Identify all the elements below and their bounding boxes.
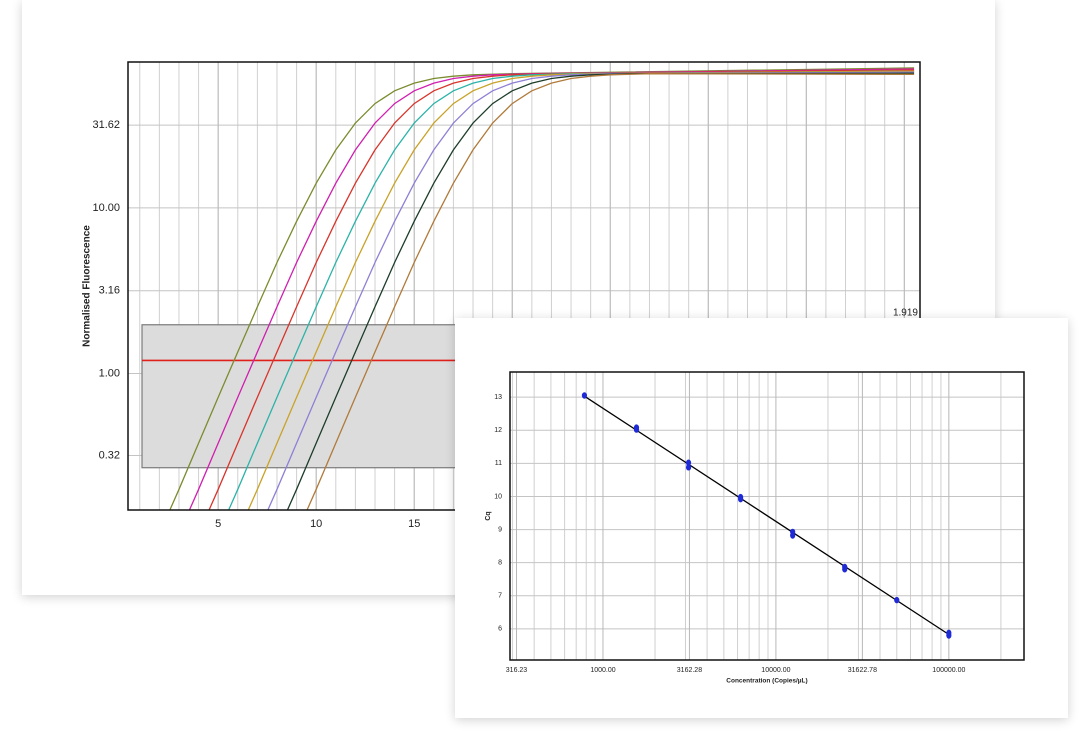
amplification-panel: 0.321.003.1610.0031.625101520253035401.9… (22, 0, 995, 595)
y-tick-label: 1.00 (99, 367, 120, 379)
annotation: 1.919 (893, 308, 918, 319)
y-axis-label: Normalised Fluorescence (82, 225, 93, 347)
data-point (894, 596, 900, 604)
y-tick-label: 9 (498, 526, 502, 533)
data-point (946, 632, 952, 639)
standard-curve-panel: 6 7 8 9 10 11 12 13 316.23 1000.00 3162.28 10000.00… (455, 318, 1068, 718)
amplification-curve (169, 67, 915, 510)
amplification-curve (267, 71, 915, 510)
x-axis-label: Concentration (Copies/µL) (726, 678, 807, 685)
data-point (738, 495, 744, 503)
x-tick-label: 1000.00 (590, 667, 615, 674)
amplification-curve (208, 69, 915, 510)
x-tick-label: 100000.00 (932, 667, 965, 674)
x-tick-label: 10 (310, 518, 322, 530)
x-tick-label: 3162.28 (677, 667, 702, 674)
x-tick-label: 10000.00 (761, 667, 790, 674)
amplification-curve (286, 72, 915, 510)
amplification-curve (227, 70, 915, 510)
y-tick-label: 10.00 (92, 202, 120, 214)
data-point (842, 566, 848, 573)
data-point (790, 532, 796, 539)
x-tick-label: 31622.78 (848, 667, 877, 674)
data-point (633, 426, 640, 433)
y-tick-label: 11 (495, 460, 502, 467)
y-tick-label: 6 (498, 626, 502, 633)
y-tick-label: 10 (494, 493, 502, 500)
x-tick-label: 5 (215, 518, 221, 530)
y-tick-label: 3.16 (99, 285, 120, 297)
amplification-curve (188, 68, 915, 510)
y-tick-label: 13 (494, 394, 502, 401)
y-tick-label: 31.62 (92, 119, 120, 131)
amplification-curve (306, 73, 915, 510)
y-tick-label: 8 (498, 560, 502, 567)
curves (169, 67, 915, 510)
amplification-curve (247, 70, 915, 510)
y-tick-label: 7 (498, 593, 502, 600)
data-point (685, 464, 692, 471)
standard-curve-chart: 6 7 8 9 10 11 12 13 316.23 1000.00 3162.28 10000.00… (485, 371, 1025, 685)
y-tick-label: 12 (494, 427, 502, 434)
data-point (685, 459, 692, 466)
y-axis-label: Cq (485, 511, 492, 520)
x-tick-label: 316.23 (506, 667, 528, 674)
data-point (581, 392, 588, 399)
y-tick-label: 0.32 (99, 449, 120, 461)
x-tick-label: 15 (408, 518, 420, 530)
fit-line (584, 395, 950, 636)
plot-border (509, 371, 1025, 661)
